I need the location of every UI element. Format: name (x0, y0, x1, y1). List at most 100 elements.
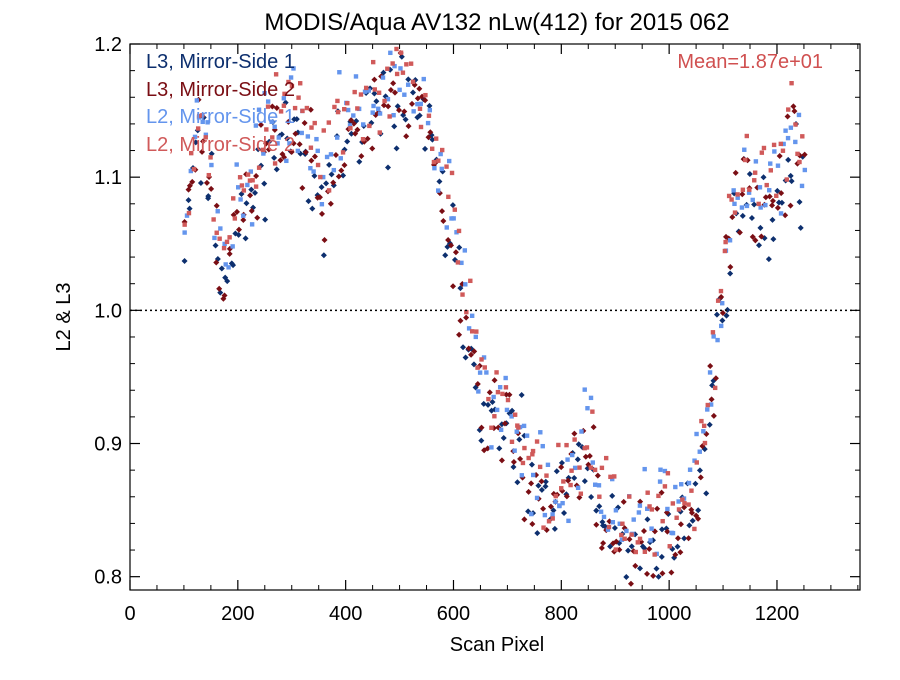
data-point (538, 486, 545, 493)
data-point (656, 493, 661, 499)
data-point (422, 97, 429, 104)
data-point (469, 313, 475, 319)
data-point (404, 62, 409, 67)
data-point (713, 311, 720, 318)
data-point (495, 389, 501, 395)
data-point (354, 126, 361, 133)
data-point (253, 123, 259, 128)
legend-entry-l3-ms2: L3, Mirror-Side 2 (146, 79, 295, 101)
data-point (348, 130, 355, 137)
data-point (308, 157, 315, 164)
data-point (529, 511, 534, 517)
data-point (541, 525, 546, 530)
data-point (582, 453, 589, 460)
data-point (318, 174, 323, 180)
data-point (464, 309, 469, 315)
data-point (588, 395, 594, 401)
data-point (784, 113, 791, 120)
data-point (540, 443, 545, 449)
data-point (367, 123, 372, 129)
data-point (369, 145, 376, 152)
data-point (272, 161, 278, 166)
data-point (245, 182, 250, 188)
data-point (584, 445, 590, 450)
data-point (622, 536, 627, 541)
data-point (199, 148, 206, 155)
data-point (484, 445, 491, 452)
data-point (469, 329, 475, 334)
data-point (558, 459, 565, 466)
data-point (447, 158, 452, 164)
y-tick-label: 1.2 (94, 34, 122, 56)
series-1 (181, 49, 808, 587)
data-point (746, 171, 753, 178)
data-point (299, 184, 306, 191)
data-point (456, 331, 463, 338)
data-point (292, 105, 298, 111)
series-3 (182, 46, 805, 557)
data-point (311, 153, 318, 160)
data-point (248, 169, 254, 174)
data-point (679, 482, 684, 487)
data-point (192, 134, 198, 140)
data-point (409, 100, 416, 107)
data-point (255, 146, 262, 153)
data-point (503, 375, 508, 381)
data-point (298, 81, 303, 86)
data-point (697, 449, 702, 454)
data-point (771, 142, 777, 148)
data-point (579, 429, 584, 434)
data-point (296, 95, 301, 100)
data-point (763, 202, 768, 208)
data-point (681, 535, 688, 542)
data-point (422, 145, 429, 152)
data-point (732, 169, 739, 176)
data-point (540, 505, 547, 512)
data-point (748, 215, 755, 222)
data-point (203, 179, 210, 186)
data-point (194, 98, 200, 103)
data-point (425, 134, 432, 141)
data-point (633, 549, 638, 555)
data-point (762, 194, 769, 201)
data-point (601, 514, 607, 520)
data-point (328, 152, 334, 157)
data-point (217, 236, 222, 241)
data-point (648, 538, 653, 543)
data-point (795, 151, 800, 157)
data-point (439, 208, 446, 215)
data-point (578, 491, 584, 496)
data-point (736, 229, 743, 236)
data-point (429, 136, 436, 143)
data-point (637, 565, 644, 572)
data-point (320, 252, 327, 259)
data-point (324, 154, 330, 160)
data-point (416, 112, 423, 119)
data-point (572, 465, 578, 471)
data-point (205, 120, 210, 125)
data-point (261, 151, 266, 156)
data-point (689, 517, 696, 524)
data-point (501, 420, 508, 427)
data-point (608, 474, 613, 480)
data-point (620, 521, 625, 526)
data-point (253, 172, 260, 179)
data-point (236, 185, 241, 190)
data-point (250, 178, 255, 183)
data-point (186, 205, 193, 212)
data-point (293, 116, 300, 123)
data-point (435, 188, 441, 193)
data-point (755, 242, 762, 249)
data-point (723, 239, 728, 245)
data-point (468, 278, 473, 284)
data-point (302, 149, 309, 156)
data-point (769, 216, 776, 223)
data-point (571, 430, 578, 437)
data-point (770, 236, 777, 243)
data-point (590, 460, 595, 465)
data-point (593, 521, 600, 528)
data-point (530, 452, 535, 457)
data-point (370, 110, 375, 115)
y-tick-label: 1.1 (94, 167, 122, 189)
x-tick-label: 200 (221, 603, 254, 625)
